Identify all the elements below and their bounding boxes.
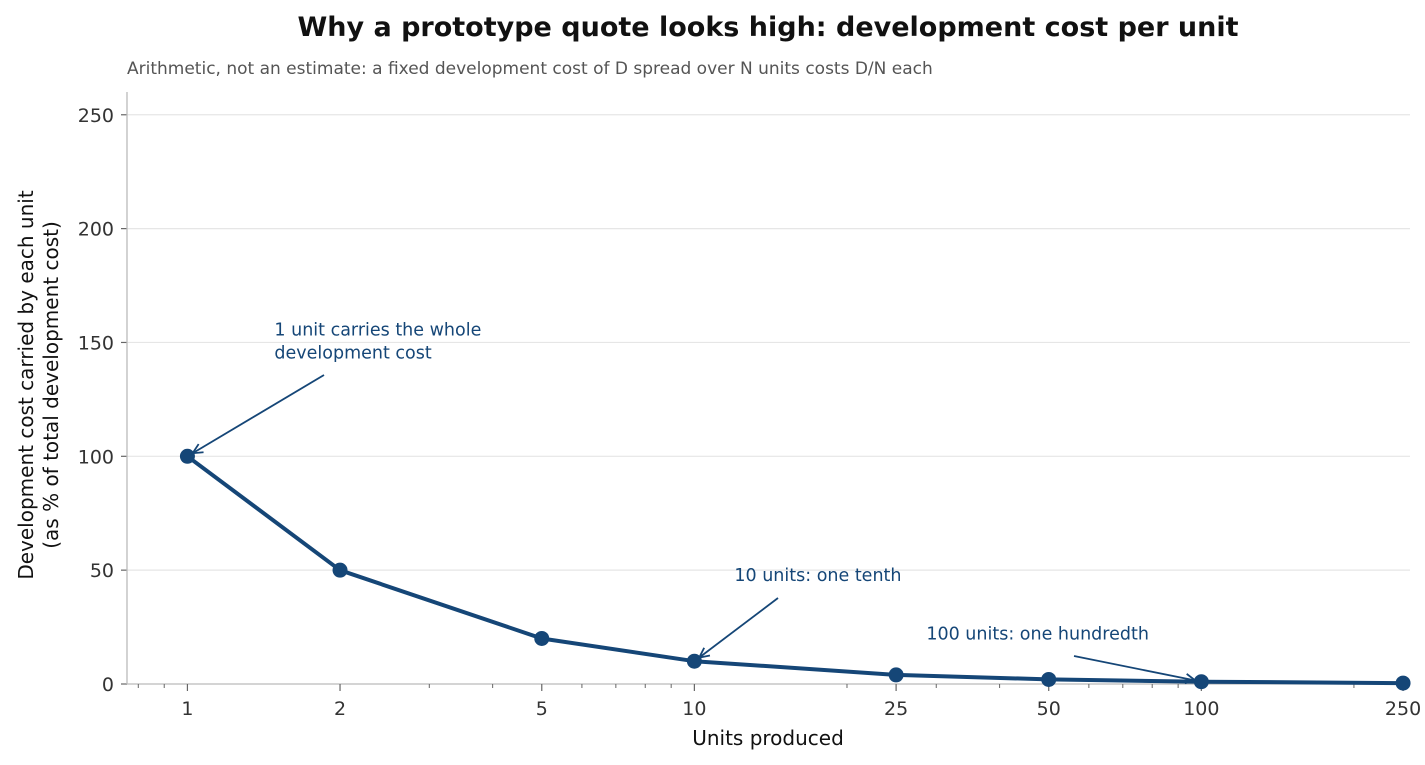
annotation-arrow-head (190, 443, 204, 455)
data-point (1395, 675, 1411, 691)
annotation-arrow-head (697, 647, 711, 659)
series-line (185, 454, 1406, 686)
annotation-line: development cost (274, 343, 431, 363)
x-axis-label: Units produced (692, 726, 844, 750)
series-development-cost (179, 448, 1411, 691)
grid-lines (127, 114, 1410, 571)
y-axis-label-line-1: Development cost carried by each unit (14, 190, 38, 579)
annotation-line: 100 units: one hundredth (926, 625, 1149, 645)
x-tick-label: 1 (181, 698, 193, 720)
x-tick-label: 25 (884, 698, 908, 720)
y-tick-label: 150 (78, 332, 114, 354)
x-tick-label: 100 (1183, 698, 1219, 720)
annotation-arrow (1073, 655, 1196, 682)
y-tick-label: 0 (102, 674, 114, 696)
chart-title: Why a prototype quote looks high: develo… (297, 12, 1238, 43)
x-tick-label: 2 (334, 698, 346, 720)
annotations: 1 unit carries the whole development cost… (190, 320, 1198, 685)
annotation-line: 1 unit carries the whole (274, 320, 481, 340)
y-tick-label: 100 (78, 446, 114, 468)
annotation-line: 10 units: one tenth (734, 566, 901, 586)
data-point (1193, 674, 1209, 690)
x-tick-label: 5 (536, 698, 548, 720)
annotation-arrow-head (1184, 673, 1198, 685)
y-tick-label: 50 (90, 560, 114, 582)
data-point (1041, 671, 1057, 687)
data-point (534, 630, 550, 646)
data-point (332, 562, 348, 578)
x-tick-label: 250 (1385, 698, 1421, 720)
data-point (179, 448, 195, 464)
annotation-arrow (698, 597, 779, 659)
axes (121, 92, 1410, 691)
data-point (686, 653, 702, 669)
x-tick-label: 50 (1037, 698, 1061, 720)
x-tick-label: 10 (682, 698, 706, 720)
annotation-text: 100 units: one hundredth (926, 625, 1149, 645)
annotation-arrow (192, 374, 325, 455)
annotation-text: 10 units: one tenth (734, 566, 901, 586)
y-tick-label: 200 (78, 219, 114, 241)
chart-subtitle: Arithmetic, not an estimate: a fixed dev… (127, 59, 933, 79)
data-point (888, 667, 904, 683)
y-tick-label: 250 (78, 105, 114, 127)
annotation-text: 1 unit carries the whole development cost (274, 320, 481, 363)
y-axis-label-line-2: (as % of total development cost) (39, 221, 63, 549)
